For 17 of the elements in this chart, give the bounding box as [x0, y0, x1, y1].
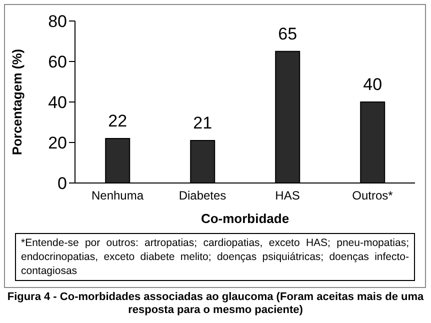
x-tick-label: Outros* — [352, 188, 394, 203]
text: Figura 4 - Co-morbidades associadas ao glaucoma (Foram aceitas mais de uma resposta para o mesmo paciente) — [6, 291, 425, 317]
y-tick-label: 20 — [48, 134, 67, 153]
x-tick-label: Nenhuma — [91, 188, 144, 203]
y-tick-label: 40 — [48, 93, 67, 112]
y-tick-label: 80 — [48, 12, 67, 32]
x-axis-title: Co-morbidade — [200, 211, 290, 226]
data-label: 21 — [193, 113, 212, 132]
y-tick-label: 0 — [58, 174, 67, 194]
x-tick-label: Diabetes — [178, 188, 226, 203]
data-label: 40 — [363, 75, 382, 94]
y-axis-title: Porcentagem (%) — [10, 48, 25, 156]
data-label: 22 — [108, 111, 128, 130]
x-tick-label: HAS — [275, 188, 300, 203]
text: *Entende-se por outros: artropatias; cardiopatias, exceto HAS; pneu-mopatias; endocrinopatias, exceto diabete melito; doenças psiquiátricas; doenças infecto-contagiosas — [15, 233, 415, 281]
data-label: 65 — [278, 24, 298, 44]
y-tick-label: 60 — [48, 52, 67, 72]
